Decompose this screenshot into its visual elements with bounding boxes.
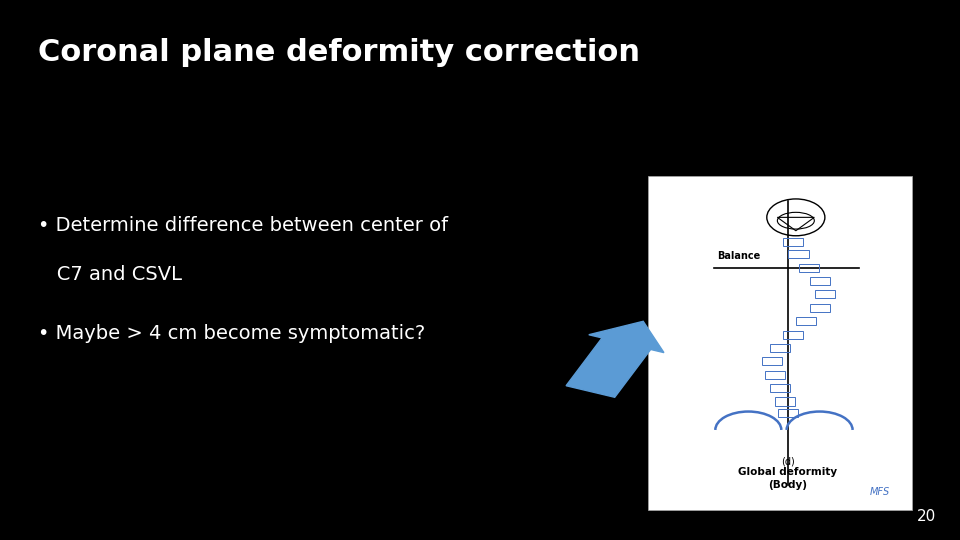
Text: MFS: MFS bbox=[870, 487, 891, 497]
Text: (d): (d) bbox=[781, 457, 795, 467]
Text: • Maybe > 4 cm become symptomatic?: • Maybe > 4 cm become symptomatic? bbox=[38, 324, 425, 343]
Text: Balance: Balance bbox=[716, 251, 760, 261]
FancyBboxPatch shape bbox=[648, 176, 912, 510]
FancyArrow shape bbox=[566, 321, 664, 397]
Text: 20: 20 bbox=[917, 509, 936, 524]
Text: (Body): (Body) bbox=[768, 480, 807, 490]
Text: C7 and CSVL: C7 and CSVL bbox=[38, 265, 182, 284]
Text: Coronal plane deformity correction: Coronal plane deformity correction bbox=[38, 38, 640, 67]
Text: • Determine difference between center of: • Determine difference between center of bbox=[38, 216, 448, 235]
Text: Global deformity: Global deformity bbox=[738, 467, 837, 477]
